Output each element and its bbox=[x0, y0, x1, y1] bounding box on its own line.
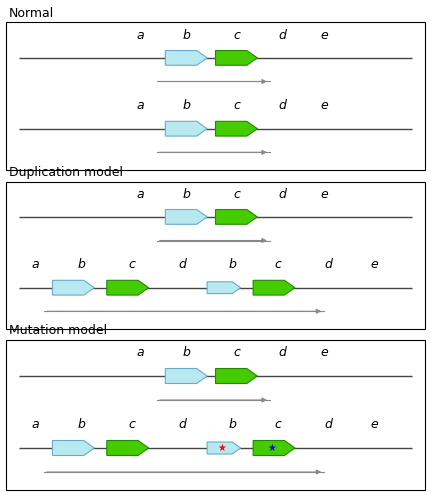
Polygon shape bbox=[215, 368, 257, 384]
Text: a: a bbox=[136, 188, 144, 200]
Text: b: b bbox=[77, 418, 86, 432]
Polygon shape bbox=[207, 442, 240, 454]
Text: ★: ★ bbox=[267, 443, 276, 453]
Text: b: b bbox=[228, 418, 236, 432]
Text: d: d bbox=[178, 258, 186, 272]
Polygon shape bbox=[165, 50, 207, 66]
Text: Duplication model: Duplication model bbox=[9, 166, 123, 179]
Text: d: d bbox=[278, 188, 286, 200]
Text: a: a bbox=[32, 418, 40, 432]
Text: ★: ★ bbox=[217, 443, 226, 453]
Text: c: c bbox=[233, 346, 239, 360]
Polygon shape bbox=[52, 280, 94, 295]
Text: a: a bbox=[136, 346, 144, 360]
Text: b: b bbox=[228, 258, 236, 272]
Text: d: d bbox=[278, 346, 286, 360]
Text: Mutation model: Mutation model bbox=[9, 324, 107, 338]
Text: c: c bbox=[128, 418, 135, 432]
Text: c: c bbox=[233, 28, 239, 42]
Polygon shape bbox=[107, 440, 148, 456]
Text: e: e bbox=[319, 346, 327, 360]
Text: b: b bbox=[182, 100, 190, 112]
Text: d: d bbox=[278, 100, 286, 112]
Text: e: e bbox=[319, 100, 327, 112]
Polygon shape bbox=[207, 282, 240, 294]
Polygon shape bbox=[252, 440, 294, 456]
Text: c: c bbox=[128, 258, 135, 272]
Text: e: e bbox=[319, 28, 327, 42]
Text: b: b bbox=[77, 258, 86, 272]
Text: d: d bbox=[324, 258, 332, 272]
Text: c: c bbox=[233, 188, 239, 200]
Text: d: d bbox=[178, 418, 186, 432]
Text: e: e bbox=[370, 258, 378, 272]
Text: a: a bbox=[32, 258, 40, 272]
Text: a: a bbox=[136, 100, 144, 112]
Text: d: d bbox=[278, 28, 286, 42]
Polygon shape bbox=[165, 368, 207, 384]
Text: c: c bbox=[274, 418, 281, 432]
Text: c: c bbox=[274, 258, 281, 272]
Text: b: b bbox=[182, 28, 190, 42]
Text: e: e bbox=[319, 188, 327, 200]
Polygon shape bbox=[107, 280, 148, 295]
Polygon shape bbox=[215, 210, 257, 224]
Polygon shape bbox=[215, 122, 257, 136]
Text: e: e bbox=[370, 418, 378, 432]
Text: b: b bbox=[182, 188, 190, 200]
Text: b: b bbox=[182, 346, 190, 360]
Polygon shape bbox=[215, 50, 257, 66]
Text: a: a bbox=[136, 28, 144, 42]
Text: c: c bbox=[233, 100, 239, 112]
Polygon shape bbox=[252, 280, 294, 295]
Text: d: d bbox=[324, 418, 332, 432]
Polygon shape bbox=[165, 122, 207, 136]
Text: Normal: Normal bbox=[9, 7, 54, 20]
Polygon shape bbox=[52, 440, 94, 456]
Polygon shape bbox=[165, 210, 207, 224]
